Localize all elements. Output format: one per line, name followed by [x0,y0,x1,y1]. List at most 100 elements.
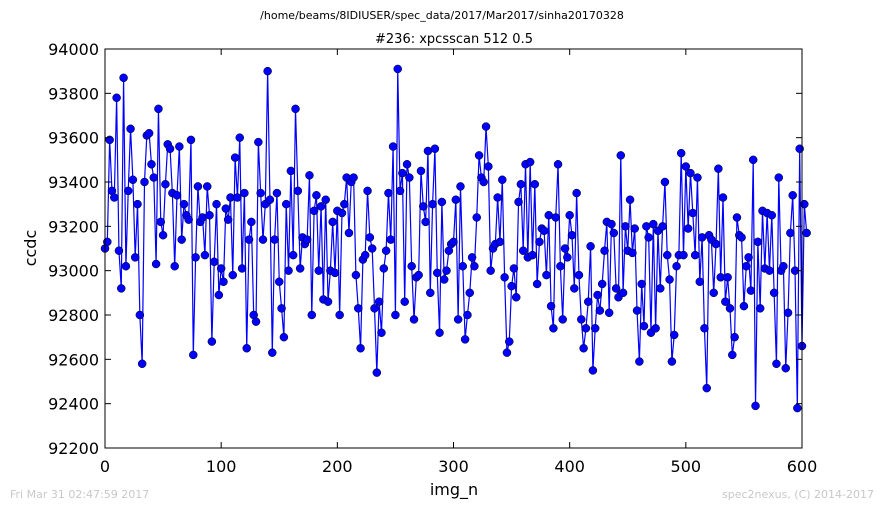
data-point [175,142,184,151]
data-point [593,290,602,300]
y-tick-label: 92600 [48,350,99,369]
data-point [281,199,291,209]
data-point [351,270,361,280]
data-point [560,244,570,253]
data-point [572,188,581,198]
data-point [558,315,567,324]
x-tick-label: 0 [100,457,110,476]
data-point [251,317,261,326]
data-point [528,250,537,260]
data-point [172,191,182,200]
data-point [748,155,758,165]
data-point [618,288,628,298]
data-point [177,235,186,244]
data-point [511,293,521,302]
data-point [502,348,512,357]
y-axis-label: ccdc [21,230,40,267]
data-point [721,297,730,306]
data-point [505,337,514,346]
data-point [193,182,203,191]
data-point [711,239,721,249]
data-point [156,217,166,227]
data-point [802,228,811,238]
data-point [212,199,221,209]
data-point [579,344,588,353]
data-point [126,124,135,134]
data-point [616,151,626,160]
data-point [258,235,268,244]
data-point [309,206,319,216]
data-point [649,219,658,229]
data-point [449,237,458,247]
data-point [535,237,544,247]
data-point [377,328,386,337]
data-point [307,310,317,320]
data-point [321,195,330,204]
x-axis-label: img_n [430,480,478,500]
data-point [119,73,128,83]
data-point [553,160,563,169]
data-point [221,204,231,213]
data-point [718,193,728,202]
data-point [481,122,491,131]
data-point [744,253,753,262]
y-tick-label: 93200 [48,217,99,236]
data-point [665,275,674,284]
data-point [781,363,790,373]
data-point [516,179,526,189]
data-point [165,144,175,153]
data-point [635,357,644,366]
data-point [472,213,481,222]
data-point [200,250,210,260]
data-point [316,202,326,211]
data-point [295,264,305,273]
data-point [179,199,189,209]
data-point [779,261,788,271]
data-point [556,261,565,271]
data-point [604,308,614,318]
data-point [676,148,686,158]
y-tick-label: 94000 [48,40,99,59]
data-point [774,173,784,182]
data-point [651,324,660,333]
data-point [147,160,156,169]
data-point [286,166,296,176]
data-point [151,259,161,269]
data-point [114,246,124,255]
data-point [398,168,407,178]
data-point [242,344,251,353]
data-point [451,195,461,204]
data-point [500,273,509,282]
data-point [530,179,540,189]
data-point [584,297,593,306]
data-point [265,195,275,204]
x-tick-label: 100 [206,457,237,476]
data-point [105,135,114,145]
data-point [393,64,402,74]
data-point [793,403,802,413]
data-point [426,288,435,298]
data-point [723,273,732,282]
data-point [532,279,542,289]
data-point [709,288,718,298]
data-point [786,228,795,238]
data-point [161,179,170,189]
data-point [323,297,333,306]
data-point [437,197,447,207]
data-point [202,182,212,191]
data-point [263,66,272,76]
data-point [539,226,549,236]
data-point [219,277,228,286]
data-point [498,175,507,185]
y-tick-label: 93800 [48,84,99,103]
data-point [356,344,365,353]
data-point [686,168,695,178]
data-point [690,250,700,260]
data-point [467,253,477,262]
data-point [110,193,119,202]
data-point [207,337,217,346]
data-point [395,186,405,196]
data-point [247,217,256,227]
data-point [189,350,198,360]
data-point [330,268,340,278]
